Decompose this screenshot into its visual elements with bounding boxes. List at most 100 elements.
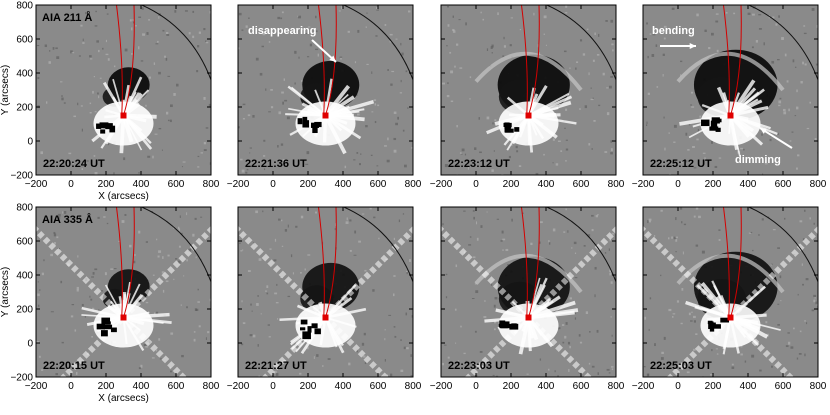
x-tick-label: 0 <box>270 179 276 190</box>
red-loop-left <box>521 207 528 318</box>
x-tick-label: 400 <box>133 179 150 190</box>
difference-image <box>441 5 616 175</box>
footpoint-marker <box>322 314 329 321</box>
bright-core <box>700 303 761 348</box>
x-tick-label: 800 <box>810 179 827 190</box>
diffraction-spike <box>666 225 818 377</box>
annotation-disappearing: disappearing <box>248 25 316 37</box>
x-tick-label: 0 <box>473 381 479 392</box>
y-tick-label: 400 <box>16 271 33 282</box>
eruption-front <box>676 253 785 294</box>
diffraction-spike <box>464 225 616 377</box>
timestamp-label: 22:21:36 UT <box>245 158 307 170</box>
bright-core <box>295 303 356 348</box>
y-tick-label: 0 <box>27 339 33 350</box>
red-loop-right <box>123 5 135 116</box>
panel-frame <box>237 206 414 378</box>
red-loop-left <box>116 5 123 116</box>
x-tick-label: 400 <box>740 381 757 392</box>
eruption-front <box>474 51 583 92</box>
y-tick-label: 800 <box>16 1 33 12</box>
x-tick-label: 400 <box>538 381 555 392</box>
footpoint-marker <box>727 112 734 119</box>
x-tick-label: 400 <box>335 179 352 190</box>
red-loop-left <box>318 5 325 116</box>
x-tick-label: 600 <box>168 381 185 392</box>
red-loop-right <box>528 5 540 116</box>
x-tick-label: 0 <box>270 381 276 392</box>
timestamp-label: 22:20:24 UT <box>43 158 105 170</box>
bright-core <box>498 303 559 348</box>
red-loop-left <box>116 207 123 318</box>
x-tick-label: 200 <box>300 179 317 190</box>
x-tick-label: 200 <box>503 179 520 190</box>
instrument-label: AIA 335 Å <box>42 213 93 226</box>
instrument-label: AIA 211 Å <box>42 11 92 24</box>
x-tick-label: 400 <box>335 381 352 392</box>
footpoint-marker <box>525 314 532 321</box>
timestamp-label: 22:21:27 UT <box>245 360 307 372</box>
y-tick-label: 200 <box>16 103 33 114</box>
red-loop-left <box>521 5 528 116</box>
x-tick-label: 200 <box>98 381 115 392</box>
difference-image <box>441 207 616 377</box>
footpoint-marker <box>727 314 734 321</box>
disappearing-arrow-head <box>329 55 336 62</box>
timestamp-label: 22:25:12 UT <box>650 158 712 170</box>
red-loop-right <box>325 207 337 318</box>
x-tick-label: 200 <box>300 381 317 392</box>
x-tick-label: 200 <box>705 179 722 190</box>
x-tick-label: 200 <box>503 381 520 392</box>
x-tick-label: 800 <box>810 381 827 392</box>
panel-frame <box>35 4 212 176</box>
red-loop-left <box>723 207 730 318</box>
red-loop-left <box>723 5 730 116</box>
bright-core <box>93 303 154 348</box>
x-tick-label: 800 <box>608 381 625 392</box>
red-loop-right <box>123 207 135 318</box>
difference-image <box>36 207 211 377</box>
x-tick-label: −200 <box>632 179 655 190</box>
x-tick-label: 0 <box>675 381 681 392</box>
panel-r1-p3: −200 0 200 400 600 800 22:25:03 UT <box>632 206 827 392</box>
x-tick-label: −200 <box>227 179 250 190</box>
diffraction-spike <box>441 225 593 377</box>
bright-core <box>498 101 559 146</box>
x-tick-label: 800 <box>203 179 220 190</box>
panel-r1-p1: −200 0 200 400 600 800 22:21:27 UT <box>227 206 422 392</box>
panel-r1-p2: −200 0 200 400 600 800 22:23:03 UT <box>430 206 625 392</box>
difference-image <box>643 207 818 377</box>
x-tick-label: 600 <box>775 179 792 190</box>
panel-r1-p0: −200 0 200 400 600 800 −200 0 200 400 600 800 X (arc… <box>10 203 220 405</box>
panel-frame <box>440 206 617 378</box>
annotation-dimming: dimming <box>735 154 781 166</box>
x-tick-label: −200 <box>430 381 453 392</box>
x-tick-label: −200 <box>25 381 48 392</box>
x-tick-label: 0 <box>68 179 74 190</box>
x-tick-label: −200 <box>227 381 250 392</box>
panel-frame <box>35 206 212 378</box>
red-loop-right <box>730 5 742 116</box>
x-tick-label: 600 <box>573 179 590 190</box>
x-tick-label: 600 <box>775 381 792 392</box>
y-tick-label: 400 <box>16 69 33 80</box>
y-tick-label: −200 <box>10 373 33 384</box>
timestamp-label: 22:23:12 UT <box>448 158 510 170</box>
x-tick-label: 600 <box>573 381 590 392</box>
x-tick-label: −200 <box>25 179 48 190</box>
x-tick-label: 200 <box>98 179 115 190</box>
footpoint-marker <box>120 314 127 321</box>
red-loop-right <box>528 207 540 318</box>
x-tick-label: 800 <box>405 381 422 392</box>
difference-image <box>238 207 413 377</box>
footpoint-marker <box>525 112 532 119</box>
diffraction-spike <box>36 225 188 377</box>
x-tick-label: 800 <box>203 381 220 392</box>
diffraction-spike <box>238 225 390 377</box>
y-tick-label: 0 <box>27 137 33 148</box>
y-tick-label: 600 <box>16 35 33 46</box>
timestamp-label: 22:23:03 UT <box>448 360 510 372</box>
bending-arrow-head <box>689 42 696 50</box>
panel-frame <box>237 4 414 176</box>
